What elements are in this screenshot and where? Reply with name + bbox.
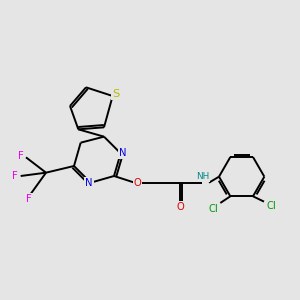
Text: F: F: [26, 194, 32, 204]
Text: S: S: [112, 89, 120, 99]
Text: NH: NH: [196, 172, 209, 181]
Text: F: F: [18, 151, 24, 161]
Text: O: O: [176, 202, 184, 212]
Text: Cl: Cl: [266, 201, 276, 211]
Text: Cl: Cl: [208, 204, 218, 214]
Text: N: N: [118, 148, 126, 158]
Text: O: O: [134, 178, 141, 188]
Text: F: F: [12, 171, 17, 181]
Text: N: N: [85, 178, 93, 188]
